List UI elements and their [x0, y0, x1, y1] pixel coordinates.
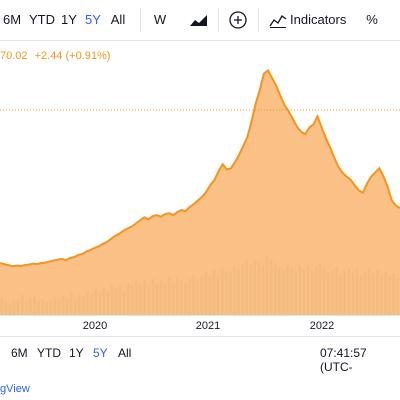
toolbar-divider: [218, 8, 219, 32]
bottom-range-bar: 6M YTD 1Y 5Y All 07:41:57 (UTC-: [0, 336, 400, 369]
price-legend: 70.02 +2.44 (+0.91%): [0, 50, 114, 62]
chart-style-icon[interactable]: [189, 12, 209, 33]
range-1y-button[interactable]: 1Y: [60, 10, 78, 30]
range-5y-button[interactable]: 5Y: [84, 10, 102, 30]
bottom-range-all-button[interactable]: All: [118, 346, 131, 360]
clock-timezone[interactable]: 07:41:57 (UTC-: [320, 346, 400, 374]
legend-price: 70.02: [0, 50, 28, 62]
bottom-range-ytd-button[interactable]: YTD: [37, 346, 61, 360]
time-label: 2021: [196, 320, 220, 332]
indicators-icon[interactable]: [269, 12, 287, 33]
time-label: 2020: [83, 320, 107, 332]
compare-plus-icon[interactable]: [229, 11, 247, 34]
bottom-range-5y-button[interactable]: 5Y: [93, 346, 108, 360]
top-toolbar: 6M YTD 1Y 5Y All W Indicators %: [0, 0, 400, 41]
price-chart[interactable]: [0, 40, 400, 315]
brand-link[interactable]: gView: [0, 383, 30, 395]
percent-scale-button[interactable]: %: [364, 10, 380, 30]
bottom-range-6m-button[interactable]: 6M: [11, 346, 28, 360]
range-all-button[interactable]: All: [108, 10, 128, 30]
range-6m-button[interactable]: 6M: [2, 10, 22, 30]
price-area-fill: [0, 70, 400, 315]
interval-button[interactable]: W: [150, 10, 170, 30]
legend-change: +2.44 (+0.91%): [35, 50, 111, 62]
time-label: 2022: [310, 320, 334, 332]
time-axis[interactable]: 2020 2021 2022: [0, 315, 400, 336]
price-chart-svg: [0, 40, 400, 315]
toolbar-divider: [140, 8, 141, 32]
bottom-range-1y-button[interactable]: 1Y: [69, 346, 84, 360]
toolbar-divider: [258, 8, 259, 32]
range-ytd-button[interactable]: YTD: [28, 10, 56, 30]
indicators-button[interactable]: Indicators: [290, 10, 352, 30]
